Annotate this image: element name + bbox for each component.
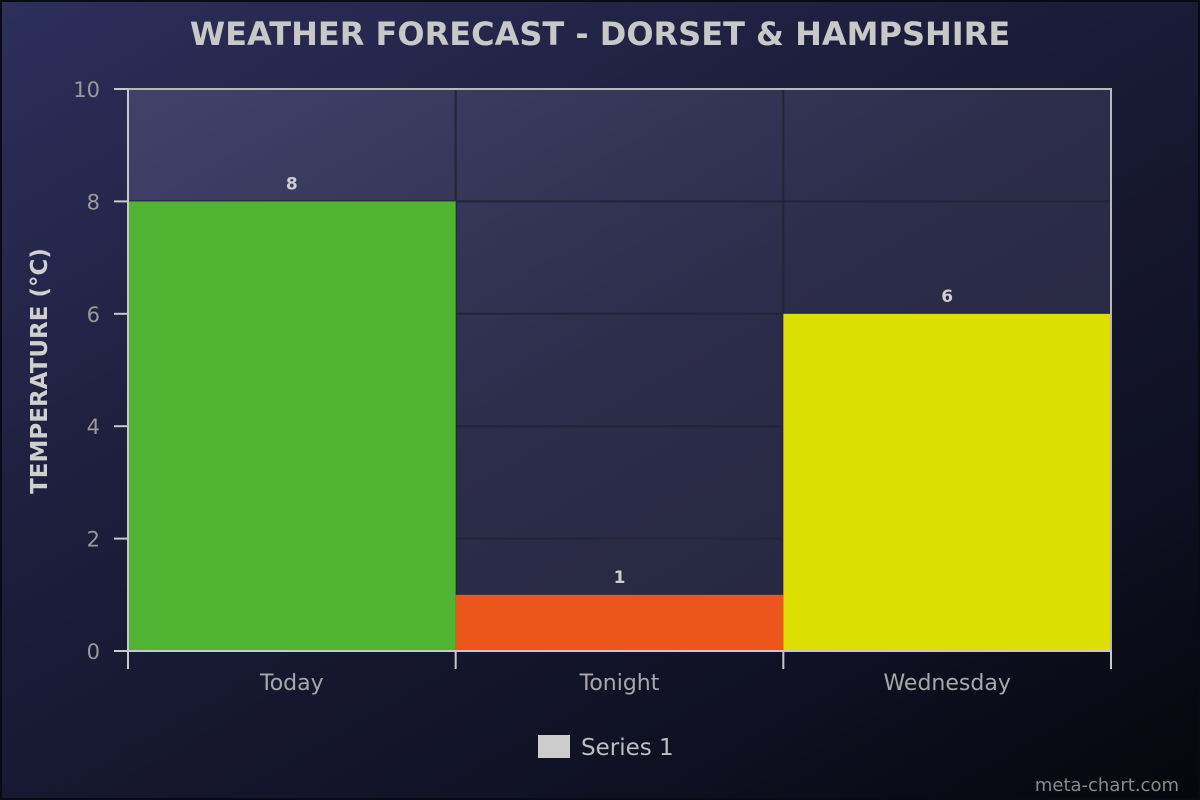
y-tick-label: 2	[87, 528, 100, 552]
y-tick-label: 10	[73, 78, 100, 102]
legend-label[interactable]: Series 1	[581, 735, 674, 761]
y-axis-tick-labels: 0 2 4 6 8 10	[73, 78, 100, 664]
x-tick-label: Tonight	[579, 671, 660, 696]
bars	[128, 201, 1111, 651]
y-tick-label: 8	[87, 190, 100, 214]
y-axis-label: TEMPERATURE (°C)	[27, 248, 53, 494]
y-tick-label: 4	[87, 415, 100, 439]
x-axis-tick-labels: Today Tonight Wednesday	[259, 671, 1011, 696]
bar[interactable]	[783, 313, 1111, 651]
x-tick-label: Today	[259, 671, 324, 696]
credit-text: meta-chart.com	[1035, 775, 1179, 796]
data-labels: 8 1 6	[286, 174, 953, 587]
bar[interactable]	[128, 201, 456, 651]
axes	[114, 88, 1112, 669]
chart-title: WEATHER FORECAST - DORSET & HAMPSHIRE	[190, 15, 1010, 53]
legend[interactable]: Series 1	[538, 735, 674, 761]
data-label: 8	[286, 174, 298, 194]
y-tick-label: 6	[87, 303, 100, 327]
data-label: 6	[941, 287, 953, 307]
x-tick-label: Wednesday	[883, 671, 1010, 696]
data-label: 1	[614, 568, 626, 588]
bar[interactable]	[455, 594, 784, 651]
legend-swatch[interactable]	[538, 735, 570, 758]
y-tick-label: 0	[87, 640, 100, 664]
